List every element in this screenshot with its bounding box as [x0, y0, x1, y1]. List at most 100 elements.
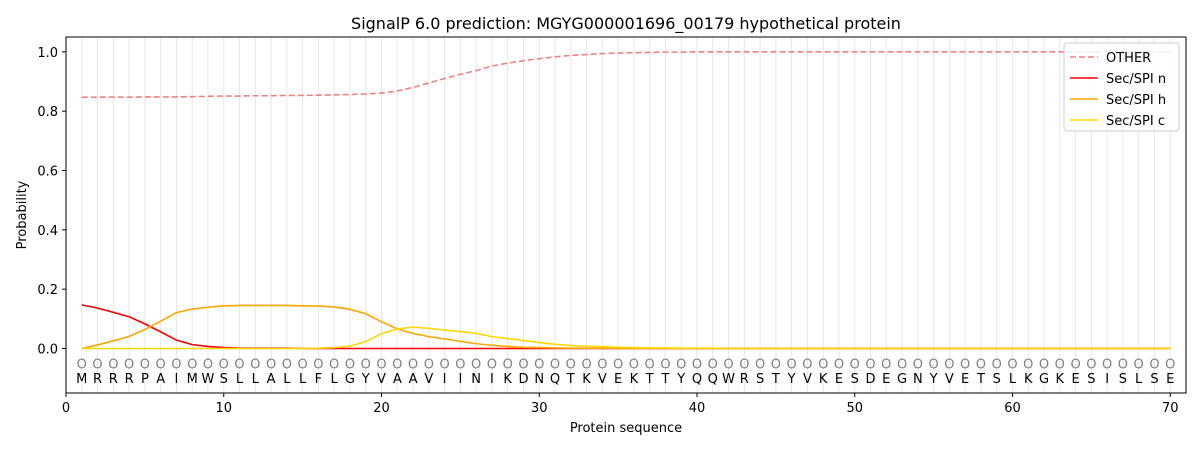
- residue-label: L: [299, 372, 307, 387]
- residue-marker: O: [1007, 357, 1017, 372]
- residue-marker: O: [219, 357, 229, 372]
- residue-label: V: [598, 372, 607, 387]
- residue-marker: O: [1134, 357, 1144, 372]
- residue-label: T: [566, 372, 575, 387]
- residue-label: T: [645, 372, 654, 387]
- residue-marker: O: [140, 357, 150, 372]
- residue-label: K: [503, 372, 512, 387]
- residue-label: M: [76, 372, 87, 387]
- residue-label: T: [771, 372, 780, 387]
- residue-label: E: [835, 372, 843, 387]
- residue-label: Y: [787, 372, 796, 387]
- x-tick-label: 10: [215, 401, 232, 416]
- residue-label: V: [803, 372, 812, 387]
- residue-marker: O: [503, 357, 513, 372]
- y-tick-label: 0.8: [37, 105, 58, 120]
- residue-marker: O: [992, 357, 1002, 372]
- y-axis-label: Probability: [15, 180, 30, 249]
- residue-label: Q: [692, 372, 702, 387]
- residue-label: R: [109, 372, 118, 387]
- legend-label: Sec/SPI c: [1106, 114, 1165, 129]
- residue-marker: O: [865, 357, 875, 372]
- residue-label: K: [1024, 372, 1033, 387]
- residue-marker: O: [581, 357, 591, 372]
- residue-marker: O: [234, 357, 244, 372]
- residue-marker: O: [692, 357, 702, 372]
- residue-marker: O: [77, 357, 87, 372]
- residue-label: Q: [708, 372, 718, 387]
- residue-label: A: [409, 372, 418, 387]
- x-tick-label: 30: [531, 401, 548, 416]
- residue-marker: O: [203, 357, 213, 372]
- residue-marker: O: [345, 357, 355, 372]
- residue-marker: O: [723, 357, 733, 372]
- residue-marker: O: [660, 357, 670, 372]
- legend-label: Sec/SPI h: [1106, 93, 1166, 108]
- residue-label: A: [267, 372, 276, 387]
- residue-marker: O: [108, 357, 118, 372]
- residue-marker: O: [802, 357, 812, 372]
- residue-marker: O: [92, 357, 102, 372]
- residue-marker: O: [487, 357, 497, 372]
- residue-label: E: [614, 372, 622, 387]
- residue-label: S: [1087, 372, 1095, 387]
- residue-marker: O: [1086, 357, 1096, 372]
- residue-label: Y: [676, 372, 685, 387]
- residue-label: R: [740, 372, 749, 387]
- x-axis-ticks: 0 10 20 30 40 50 60 70: [62, 393, 1179, 416]
- y-axis-ticks: 0.0 0.2 0.4 0.6 0.8 1.0: [37, 46, 66, 358]
- residue-marker: O: [960, 357, 970, 372]
- residue-label: L: [252, 372, 260, 387]
- residue-marker: O: [566, 357, 576, 372]
- residue-label: W: [722, 372, 735, 387]
- residue-label: G: [897, 372, 907, 387]
- residue-label: W: [202, 372, 215, 387]
- residue-label: E: [1071, 372, 1079, 387]
- residue-marker: O: [597, 357, 607, 372]
- x-tick-label: 50: [846, 401, 863, 416]
- residue-label: Y: [361, 372, 370, 387]
- residue-label: Y: [929, 372, 938, 387]
- residue-label: S: [1150, 372, 1158, 387]
- residue-label: K: [819, 372, 828, 387]
- residue-label: L: [283, 372, 291, 387]
- residue-label: A: [393, 372, 402, 387]
- residue-label: V: [377, 372, 386, 387]
- x-tick-label: 0: [62, 401, 70, 416]
- residue-label: F: [315, 372, 322, 387]
- residue-marker: O: [282, 357, 292, 372]
- x-tick-label: 70: [1162, 401, 1179, 416]
- residue-marker: O: [1039, 357, 1049, 372]
- residue-marker: O: [708, 357, 718, 372]
- residue-label: M: [187, 372, 198, 387]
- residue-marker: O: [329, 357, 339, 372]
- residue-marker: O: [408, 357, 418, 372]
- residue-label: D: [865, 372, 875, 387]
- residue-marker: O: [313, 357, 323, 372]
- residue-marker: O: [1023, 357, 1033, 372]
- legend-label: OTHER: [1106, 51, 1151, 66]
- residue-label: S: [756, 372, 764, 387]
- residue-label: G: [345, 372, 355, 387]
- residue-marker: O: [771, 357, 781, 372]
- residue-label: G: [1039, 372, 1049, 387]
- residue-marker: O: [250, 357, 260, 372]
- residue-marker: O: [1165, 357, 1175, 372]
- residue-marker: O: [676, 357, 686, 372]
- residue-label: K: [1056, 372, 1065, 387]
- residue-marker: O: [455, 357, 465, 372]
- x-tick-label: 60: [1004, 401, 1021, 416]
- residue-marker: O: [613, 357, 623, 372]
- residue-label: P: [141, 372, 149, 387]
- y-tick-label: 0.2: [37, 283, 58, 298]
- residue-marker: O: [550, 357, 560, 372]
- series-line-sec-spi-c: [81, 326, 1171, 350]
- residue-label: I: [458, 372, 462, 387]
- plot-frame: [65, 36, 1187, 394]
- residue-label: S: [1119, 372, 1127, 387]
- residue-marker: O: [1102, 357, 1112, 372]
- residue-marker: O: [156, 357, 166, 372]
- residue-label: I: [443, 372, 447, 387]
